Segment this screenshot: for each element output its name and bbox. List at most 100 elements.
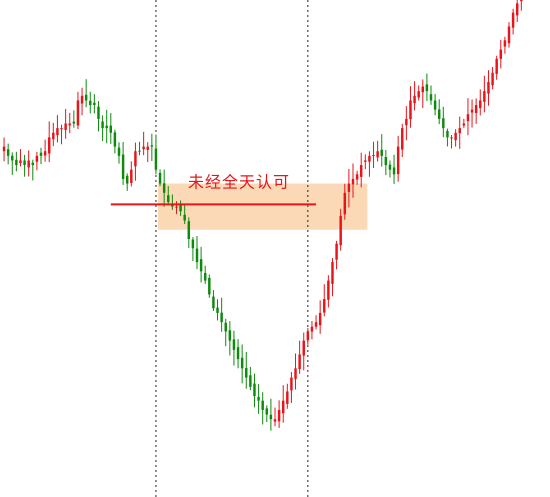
candle-body [105,125,108,129]
candle-body [503,40,507,47]
candle-body [261,400,264,410]
candle-body [203,272,207,281]
candle-body [101,121,104,129]
candle-body [80,95,84,104]
candle-body [138,150,141,152]
candle-body [167,195,170,203]
candle-body [306,331,310,341]
candle-body [495,58,498,74]
candle-body [474,105,478,113]
candle-body [388,164,392,170]
candle-body [429,94,433,101]
candle-body [150,145,154,147]
candle-body [479,100,482,109]
annotation-text: 未经全天认可 [188,173,290,192]
candle-body [433,100,437,110]
candle-body [507,26,511,44]
candle-body [450,137,453,139]
candle-body [401,128,404,150]
candle-body [364,160,367,162]
candle-body [314,322,318,327]
candle-body [125,175,129,184]
candle-body [265,408,269,415]
candle-body [405,118,408,126]
candle-body [187,221,191,239]
candle-body [199,259,203,272]
candle-body [179,204,182,212]
candle-body [302,340,305,356]
candle-body [109,125,113,133]
candle-body [11,155,14,161]
candle-body [269,414,273,420]
candle-body [64,123,67,130]
candle-body [520,0,523,2]
candle-body [113,132,117,147]
candle-body [15,159,18,166]
candle-body [277,409,281,422]
candle-body [446,130,449,138]
candle-body [347,183,351,192]
candle-body [442,118,445,129]
candle-body [281,400,285,414]
candle-body [154,148,158,170]
candle-body [483,91,486,102]
candle-body [23,160,26,166]
candle-body [216,307,219,313]
candle-body [52,132,55,140]
candle-body [318,312,322,326]
candle-body [327,280,330,300]
candle-body [351,178,355,185]
candle-body [384,156,388,166]
candle-body [499,49,503,59]
candle-body [89,100,92,106]
candle-body [97,106,100,119]
candle-body [6,149,10,156]
candle-body [511,12,515,28]
candle-body [462,123,466,126]
candle-body [146,146,149,150]
candle-body [515,3,519,16]
candle-body [220,312,223,323]
candle-body [224,322,227,332]
candle-body [60,128,63,130]
candle-body [72,121,76,124]
candle-body [249,375,252,387]
candle-body [368,155,371,162]
candle-body [232,339,236,350]
candle-body [56,128,59,136]
candle-body [84,94,88,101]
candle-body [310,326,314,332]
candle-body [380,149,383,156]
candle-body [195,248,199,263]
candle-body [376,151,379,158]
candle-body [31,162,35,166]
candle-body [298,354,301,370]
candle-body [323,299,326,313]
candle-body [236,347,240,360]
candle-body [294,368,297,379]
candle-body [257,396,260,401]
candle-body [121,154,125,179]
candle-body [425,84,429,92]
candle-body [331,262,334,284]
candle-body [76,100,80,126]
candle-body [212,296,215,309]
candle-body [175,206,178,208]
candle-body [491,72,494,86]
candle-body [93,102,96,106]
candle-body [409,100,412,120]
candle-body [372,155,375,157]
candle-body [183,214,186,221]
candle-body [359,165,363,177]
candle-body [396,146,400,175]
candle-body [437,109,441,119]
candle-body [2,146,6,152]
candle-body [335,243,338,260]
candle-body [421,86,425,93]
candle-body [286,391,289,404]
candle-body [47,137,51,154]
candle-body [43,151,47,156]
candle-body [130,169,133,183]
candle-body [392,167,396,175]
